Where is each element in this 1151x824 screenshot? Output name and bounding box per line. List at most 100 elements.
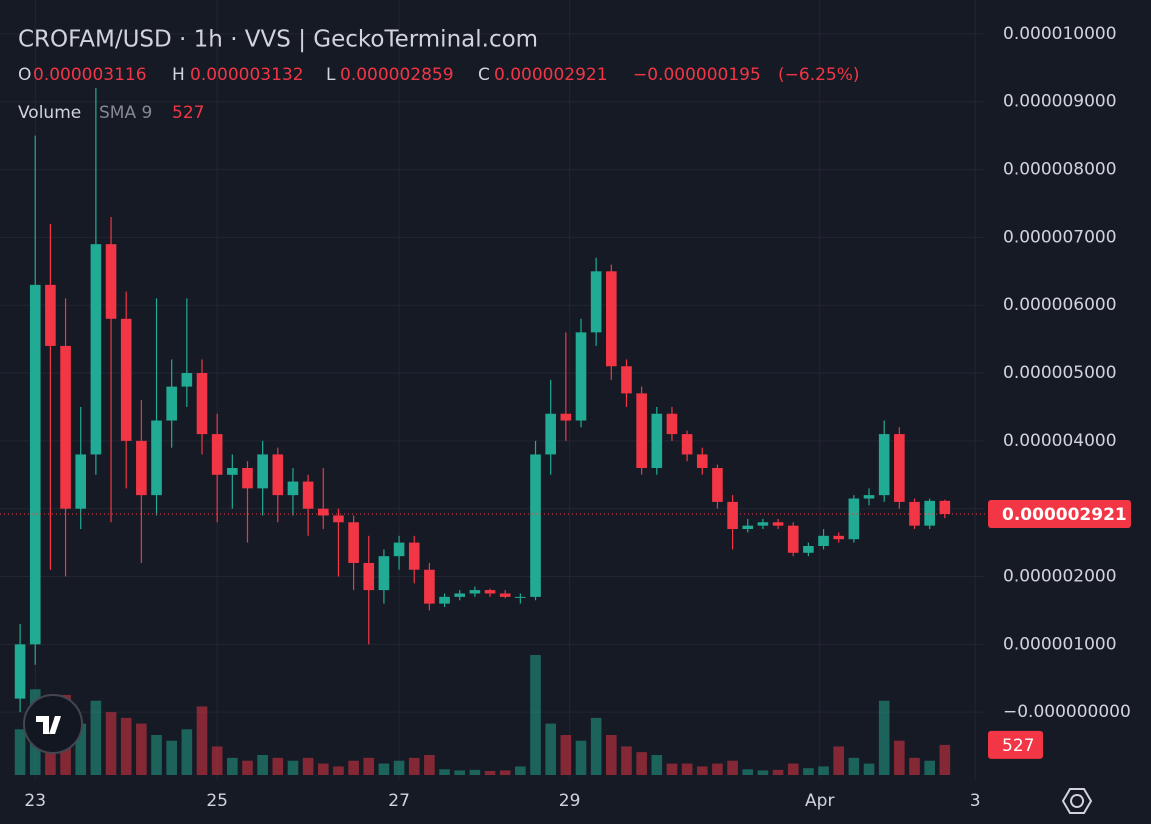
volume-bar: [560, 735, 572, 775]
candle-body: [666, 413, 678, 435]
y-tick-label: 0.000008000: [1003, 160, 1117, 180]
grid: [0, 0, 985, 780]
y-tick-label: 0.000002000: [1003, 567, 1117, 587]
candle-body: [939, 500, 951, 515]
candle-body: [499, 593, 511, 597]
candle-body: [484, 590, 496, 594]
volume-bar: [136, 723, 147, 775]
candle-body: [363, 562, 375, 591]
volume-bar: [408, 757, 420, 775]
candle-body: [196, 373, 208, 435]
volume-bar: [484, 771, 496, 775]
candle-body: [878, 434, 890, 496]
candle-body: [530, 454, 541, 597]
candle-body: [575, 332, 587, 421]
settings-button[interactable]: [1061, 788, 1093, 814]
legend-key: C: [478, 65, 490, 85]
volume-bar: [757, 770, 769, 775]
legend-close: 0.000002921: [494, 65, 608, 85]
logo-dot: [54, 716, 60, 722]
volume-bar: [727, 760, 738, 775]
candle-body: [257, 454, 268, 489]
price-pane: [0, 88, 985, 713]
legend-high: 0.000003132: [190, 65, 304, 85]
candle-body: [287, 481, 299, 496]
legend-key: L: [326, 65, 336, 85]
volume-bar: [848, 757, 860, 775]
volume-bar: [696, 766, 708, 775]
candle-body: [272, 454, 284, 496]
x-tick-label: 25: [206, 791, 228, 811]
candle-body: [227, 468, 238, 475]
candle-body: [787, 525, 799, 553]
volume-legend-value: 527: [172, 103, 204, 123]
candle-body: [651, 413, 663, 468]
y-tick-label: 0.000010000: [1003, 24, 1117, 44]
candle-body: [681, 434, 693, 455]
volume-legend-title: Volume: [18, 103, 81, 123]
volume-bar: [499, 770, 511, 775]
y-tick-label: 0.000007000: [1003, 227, 1117, 247]
volume-bar: [939, 744, 951, 775]
volume-bar: [606, 735, 617, 775]
candle-body: [120, 318, 132, 441]
volume-bar: [242, 760, 253, 775]
volume-bar: [14, 729, 26, 775]
volume-bar: [287, 760, 299, 775]
volume-bar: [803, 768, 814, 775]
volume-bar: [227, 757, 238, 775]
candle-body: [590, 271, 602, 333]
candle-body: [151, 420, 162, 496]
candle-body: [302, 481, 314, 509]
volume-bar: [469, 769, 481, 775]
x-tick-label: 3: [970, 791, 981, 811]
volume-bar: [166, 740, 177, 775]
x-tick-label: 27: [388, 791, 410, 811]
candle-body: [75, 454, 87, 509]
volume-bar: [424, 755, 435, 775]
x-tick-label: Apr: [805, 791, 834, 811]
candle-body: [333, 515, 344, 523]
candle-body: [348, 522, 359, 563]
y-tick-label: 0.000005000: [1003, 363, 1117, 383]
candle-body: [166, 386, 177, 421]
volume-bar: [515, 766, 526, 775]
volume-bar: [454, 770, 466, 775]
volume-bar: [317, 763, 329, 775]
last-price-label: 0.000002921: [1002, 505, 1127, 525]
volume-bar: [818, 766, 829, 775]
candle-body: [181, 373, 193, 387]
candle-body: [60, 345, 71, 509]
legend-change-percent: (−6.25%): [778, 65, 860, 85]
volume-bar: [120, 717, 132, 775]
candle-body: [757, 522, 769, 526]
axes: −0.000000000 0.000001000 0.000002000 0.0000…: [24, 24, 1131, 811]
y-tick-label: 0.000001000: [1003, 634, 1117, 654]
volume-bar: [636, 752, 647, 775]
candle-body: [848, 498, 860, 540]
candle-body: [606, 271, 617, 367]
candle-body: [696, 454, 708, 468]
volume-bar: [257, 755, 268, 775]
volume-bar: [909, 757, 920, 775]
candle-body: [136, 440, 147, 496]
volume-bar: [302, 757, 314, 775]
volume-bar: [621, 746, 632, 775]
candle-body: [242, 468, 253, 489]
candle-body: [560, 413, 572, 421]
volume-bar: [363, 757, 375, 775]
volume-bar: [772, 769, 784, 775]
volume-bar: [151, 735, 162, 775]
volume-bar: [90, 700, 102, 775]
volume-bar: [681, 763, 693, 775]
volume-bar: [545, 723, 556, 775]
candle-body: [90, 244, 102, 455]
volume-bar: [105, 712, 117, 775]
candle-body: [317, 508, 329, 516]
volume-bar: [575, 740, 587, 775]
volume-bar: [651, 755, 663, 775]
volume-bar: [393, 760, 405, 775]
candle-body: [29, 284, 41, 645]
